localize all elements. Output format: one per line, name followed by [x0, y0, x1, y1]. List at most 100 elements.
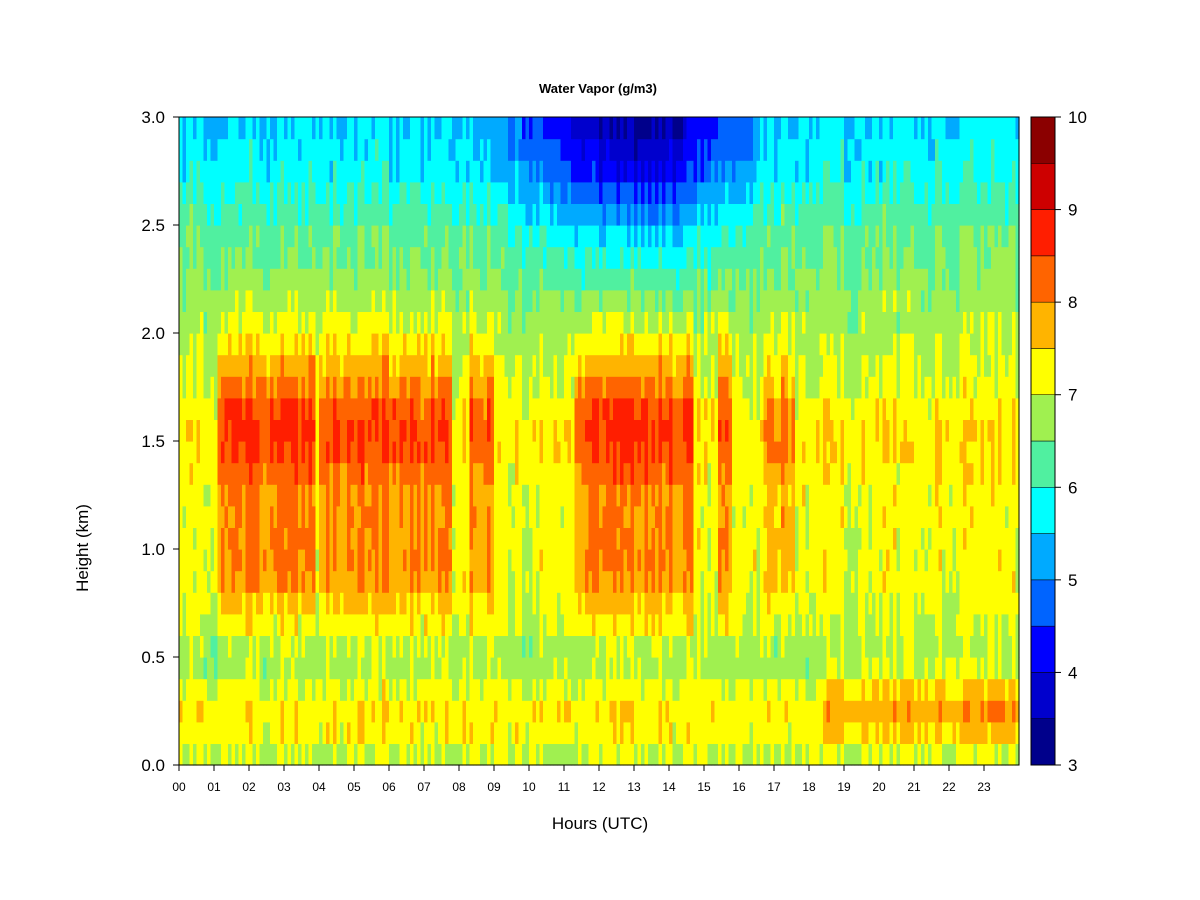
heatmap-cell: [595, 138, 600, 161]
heatmap-cell: [721, 592, 726, 615]
heatmap-cell: [270, 333, 275, 356]
heatmap-cell: [340, 505, 345, 528]
heatmap-cell: [634, 570, 639, 593]
heatmap-cell: [235, 203, 240, 226]
heatmap-cell: [476, 268, 481, 291]
heatmap-cell: [525, 289, 530, 312]
heatmap-cell: [623, 333, 628, 356]
heatmap-cell: [532, 570, 537, 593]
heatmap-cell: [378, 527, 383, 550]
heatmap-cell: [616, 354, 621, 377]
heatmap-cell: [210, 203, 215, 226]
heatmap-cell: [368, 181, 373, 204]
heatmap-cell: [466, 419, 471, 442]
heatmap-cell: [476, 527, 481, 550]
heatmap-cell: [518, 397, 523, 420]
heatmap-cell: [333, 721, 338, 744]
heatmap-cell: [280, 549, 285, 572]
heatmap-cell: [546, 570, 551, 593]
heatmap-cell: [511, 505, 516, 528]
heatmap-cell: [266, 181, 271, 204]
heatmap-cell: [326, 225, 331, 248]
heatmap-cell: [627, 376, 632, 399]
heatmap-cell: [340, 484, 345, 507]
heatmap-cell: [620, 181, 625, 204]
heatmap-cell: [700, 505, 705, 528]
heatmap-cell: [525, 441, 530, 464]
heatmap-cell: [340, 289, 345, 312]
heatmap-cell: [354, 397, 359, 420]
heatmap-cell: [553, 246, 558, 269]
heatmap-cell: [476, 333, 481, 356]
heatmap-cell: [294, 203, 299, 226]
heatmap-cell: [746, 441, 751, 464]
heatmap-cell: [392, 721, 397, 744]
heatmap-cell: [287, 635, 292, 658]
heatmap-cell: [634, 246, 639, 269]
heatmap-cell: [396, 613, 401, 636]
heatmap-cell: [494, 311, 499, 334]
heatmap-cell: [333, 333, 338, 356]
heatmap-cell: [459, 549, 464, 572]
heatmap-cell: [714, 419, 719, 442]
heatmap-cell: [721, 354, 726, 377]
heatmap-cell: [697, 160, 702, 183]
heatmap-cell: [515, 592, 520, 615]
heatmap-cell: [427, 592, 432, 615]
heatmap-cell: [417, 203, 422, 226]
heatmap-cell: [434, 700, 439, 723]
heatmap-cell: [760, 635, 765, 658]
heatmap-cell: [651, 549, 656, 572]
heatmap-cell: [497, 462, 502, 485]
heatmap-cell: [361, 354, 366, 377]
heatmap-cell: [252, 289, 257, 312]
heatmap-cell: [623, 354, 628, 377]
heatmap-cell: [182, 203, 187, 226]
heatmap-cell: [725, 441, 730, 464]
heatmap-cell: [368, 246, 373, 269]
heatmap-cell: [368, 635, 373, 658]
heatmap-cell: [518, 743, 523, 766]
heatmap-cell: [403, 441, 408, 464]
heatmap-cell: [228, 484, 233, 507]
heatmap-cell: [553, 311, 558, 334]
heatmap-cell: [280, 203, 285, 226]
heatmap-cell: [287, 570, 292, 593]
heatmap-cell: [200, 527, 205, 550]
heatmap-cell: [445, 376, 450, 399]
heatmap-cell: [641, 462, 646, 485]
heatmap-cell: [735, 246, 740, 269]
heatmap-cell: [298, 138, 303, 161]
heatmap-cell: [539, 462, 544, 485]
heatmap-cell: [445, 657, 450, 680]
heatmap-cell: [266, 289, 271, 312]
heatmap-cell: [308, 527, 313, 550]
heatmap-cell: [690, 311, 695, 334]
heatmap-cell: [382, 527, 387, 550]
heatmap-cell: [630, 700, 635, 723]
heatmap-cell: [336, 203, 341, 226]
heatmap-cell: [280, 613, 285, 636]
heatmap-cell: [655, 397, 660, 420]
heatmap-cell: [518, 570, 523, 593]
heatmap-cell: [448, 700, 453, 723]
heatmap-cell: [224, 592, 229, 615]
heatmap-cell: [329, 484, 334, 507]
heatmap-cell: [725, 289, 730, 312]
heatmap-cell: [263, 678, 268, 701]
heatmap-cell: [525, 592, 530, 615]
heatmap-cell: [193, 138, 198, 161]
heatmap-cell: [525, 743, 530, 766]
heatmap-cell: [497, 657, 502, 680]
heatmap-cell: [746, 160, 751, 183]
heatmap-cell: [378, 289, 383, 312]
heatmap-cell: [543, 311, 548, 334]
heatmap-cell: [189, 138, 194, 161]
heatmap-cell: [634, 397, 639, 420]
heatmap-cell: [207, 635, 212, 658]
heatmap-cell: [312, 743, 317, 766]
heatmap-cell: [480, 549, 485, 572]
heatmap-cell: [347, 462, 352, 485]
heatmap-cell: [392, 635, 397, 658]
heatmap-cell: [182, 138, 187, 161]
